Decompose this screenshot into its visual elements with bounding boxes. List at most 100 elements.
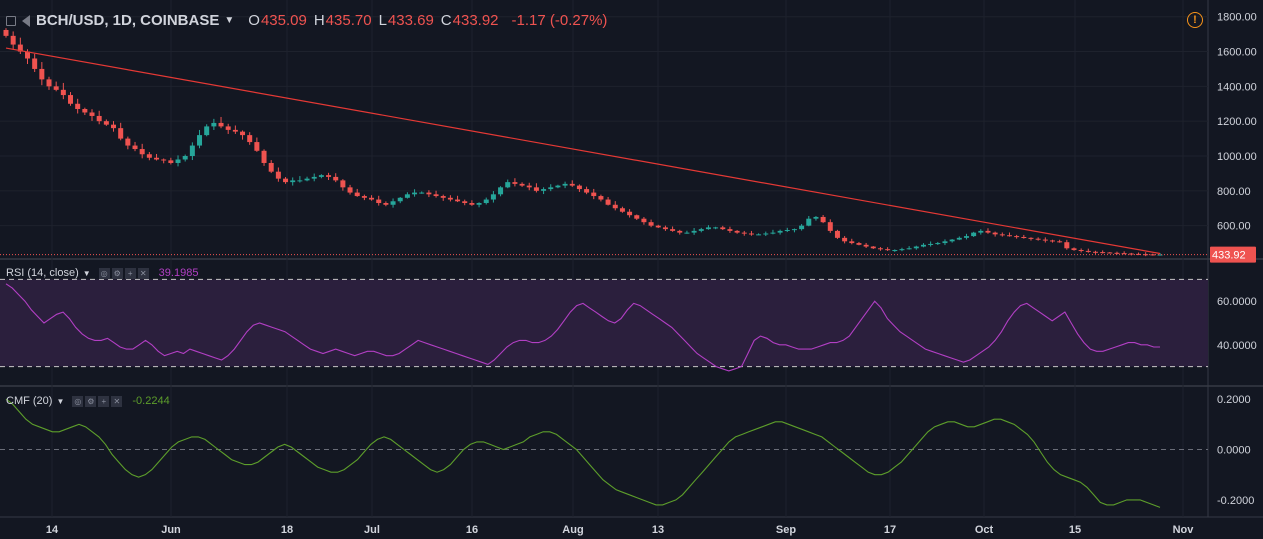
candle-body xyxy=(1157,254,1163,256)
candle-body xyxy=(53,86,59,90)
x-tick-label: Oct xyxy=(975,524,994,536)
candle-body xyxy=(999,234,1005,236)
symbol-label[interactable]: BCH/USD, 1D, COINBASE xyxy=(36,12,220,29)
candle-body xyxy=(662,227,668,230)
candle-body xyxy=(842,237,848,242)
candle-body xyxy=(347,187,353,193)
candle-body xyxy=(333,176,339,181)
cmf-y-tick-label: -0.2000 xyxy=(1217,495,1254,507)
chevron-down-icon[interactable]: ▼ xyxy=(56,396,65,406)
candle-body xyxy=(469,203,475,205)
candle-body xyxy=(820,216,826,223)
close-icon[interactable]: ✕ xyxy=(137,267,149,279)
settings-icon[interactable]: ◎ xyxy=(98,267,110,279)
candle-body xyxy=(1085,250,1091,252)
y-tick-label: 1800.00 xyxy=(1217,12,1257,24)
candle-body xyxy=(720,227,726,230)
candle-body xyxy=(770,232,776,234)
chevron-down-icon[interactable]: ▼ xyxy=(82,268,91,278)
candle-body xyxy=(641,218,647,223)
candle-body xyxy=(361,196,367,198)
candle-body xyxy=(519,183,525,186)
close-icon[interactable]: ✕ xyxy=(111,395,123,407)
candle-body xyxy=(713,227,719,229)
candle-body xyxy=(1143,254,1149,256)
candle-body xyxy=(447,197,453,200)
candle-body xyxy=(863,244,869,247)
candle-body xyxy=(533,187,539,191)
candle-body xyxy=(318,175,324,177)
candle-body xyxy=(1107,252,1113,254)
candle-body xyxy=(168,160,174,163)
flag-icon[interactable] xyxy=(22,14,30,27)
candle-body xyxy=(1128,253,1134,255)
candle-body xyxy=(189,145,195,157)
candle-body xyxy=(648,222,654,226)
candle-body xyxy=(756,234,762,236)
candle-body xyxy=(691,230,697,233)
candle-body xyxy=(118,128,124,139)
candle-body xyxy=(856,243,862,245)
candle-body xyxy=(935,243,941,245)
candle-body xyxy=(1064,242,1070,249)
close-value: 433.92 xyxy=(452,12,499,29)
candle-body xyxy=(383,203,389,205)
candle-body xyxy=(111,124,117,129)
rsi-y-tick-label: 40.0000 xyxy=(1217,340,1257,352)
plus-icon[interactable]: + xyxy=(124,267,136,279)
candle-body xyxy=(849,241,855,244)
candle-body xyxy=(920,244,926,247)
cmf-title[interactable]: CMF (20) xyxy=(6,395,53,407)
candle-body xyxy=(3,29,9,36)
candle-body xyxy=(96,115,102,122)
candle-body xyxy=(433,194,439,197)
candle-body xyxy=(68,95,74,104)
settings-icon[interactable]: ◎ xyxy=(72,395,84,407)
candle-body xyxy=(655,225,661,228)
x-tick-label: 17 xyxy=(884,524,896,536)
candle-body xyxy=(548,187,554,190)
candle-body xyxy=(232,129,238,132)
candle-body xyxy=(340,180,346,188)
candle-body xyxy=(247,135,253,143)
candle-body xyxy=(311,176,317,179)
alert-icon[interactable]: ! xyxy=(1187,12,1203,28)
candle-body xyxy=(354,192,360,197)
chevron-down-icon[interactable]: ▼ xyxy=(224,15,235,26)
candle-body xyxy=(1028,237,1034,239)
plus-icon[interactable]: + xyxy=(98,395,110,407)
candle-body xyxy=(885,249,891,251)
candle-body xyxy=(827,222,833,231)
rsi-title[interactable]: RSI (14, close) xyxy=(6,267,79,279)
candle-body xyxy=(992,232,998,235)
candle-body xyxy=(154,157,160,160)
candle-body xyxy=(75,103,81,109)
candle-body xyxy=(1021,236,1027,238)
x-tick-label: Sep xyxy=(776,524,796,536)
candle-body xyxy=(412,192,418,195)
candle-body xyxy=(555,185,561,188)
candle-body xyxy=(161,159,167,161)
rsi-band xyxy=(0,279,1208,367)
gear-icon[interactable]: ⚙ xyxy=(111,267,123,279)
candle-body xyxy=(498,187,504,195)
candle-body xyxy=(60,89,66,96)
y-tick-label: 1000.00 xyxy=(1217,151,1257,163)
candle-body xyxy=(598,196,604,200)
candle-body xyxy=(390,201,396,205)
candle-body xyxy=(1100,252,1106,254)
candle-body xyxy=(698,229,704,231)
gear-icon[interactable]: ⚙ xyxy=(85,395,97,407)
candle-body xyxy=(32,58,38,69)
candle-body xyxy=(784,230,790,232)
price-badge-label: 433.92 xyxy=(1212,250,1246,262)
menu-icon[interactable] xyxy=(6,15,16,26)
candle-body xyxy=(283,178,289,183)
rsi-header: RSI (14, close) ▼ ◎ ⚙ + ✕ 39.1985 xyxy=(6,267,198,279)
y-tick-label: 1400.00 xyxy=(1217,81,1257,93)
x-tick-label: 18 xyxy=(281,524,293,536)
candle-body xyxy=(605,199,611,205)
cmf-value: -0.2244 xyxy=(132,395,170,407)
candle-body xyxy=(376,199,382,204)
